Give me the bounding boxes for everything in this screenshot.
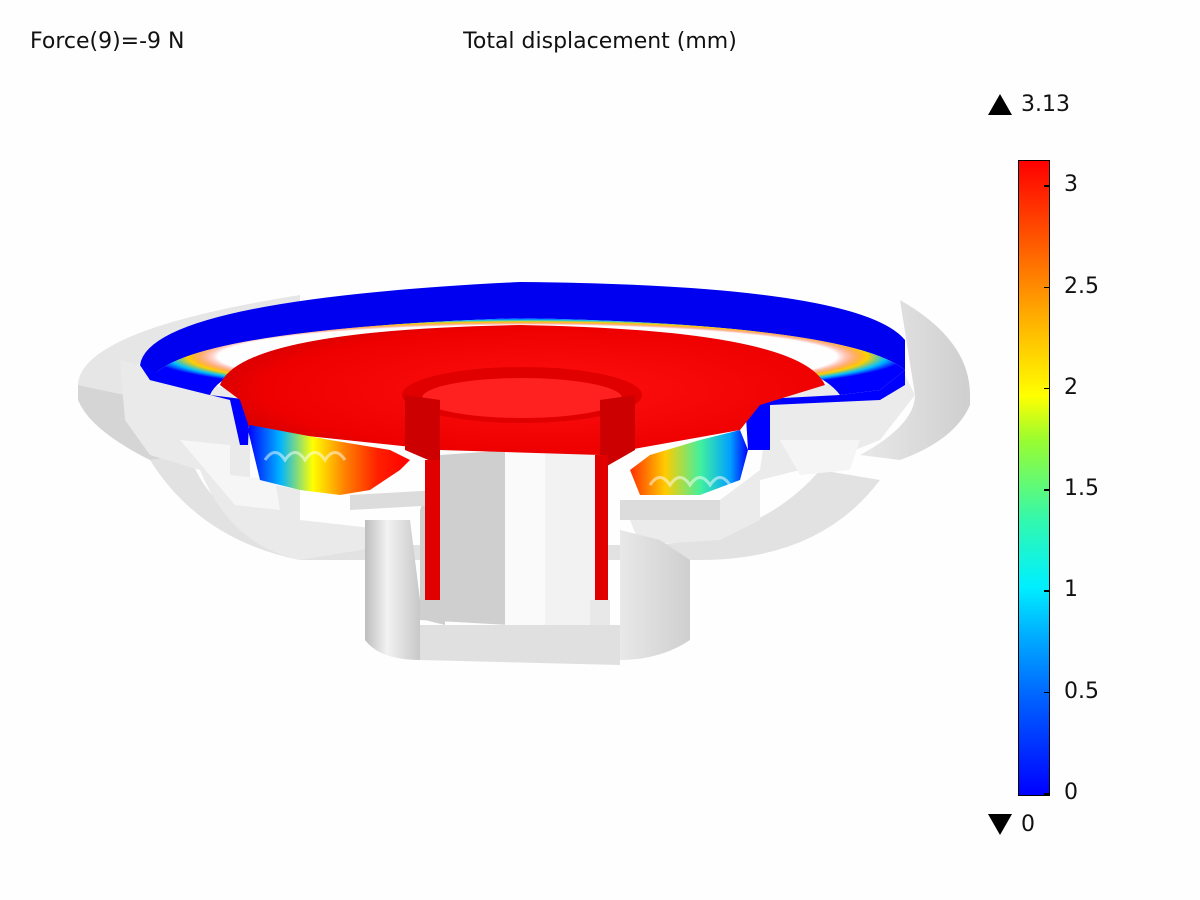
min-triangle-icon	[988, 814, 1012, 835]
colorbar-tick-mark	[1044, 590, 1050, 592]
colorbar-tick-label: 1	[1064, 577, 1078, 603]
min-value: 0	[1021, 812, 1035, 837]
colorbar-tick-label: 2	[1064, 374, 1078, 400]
colorbar-tick-mark	[1044, 387, 1050, 390]
colorbar-tick-mark	[1044, 286, 1050, 289]
max-triangle-icon	[988, 94, 1012, 115]
colorbar-tick-label: 0	[1064, 780, 1078, 805]
colorbar-tick-mark	[1044, 691, 1050, 694]
parameter-label: Force(9)=-9 N	[30, 29, 185, 54]
colorbar-tick-mark	[1044, 793, 1050, 795]
colorbar-tick-label: 2.5	[1064, 273, 1099, 299]
colorbar	[1018, 160, 1050, 796]
colorbar-tick-mark	[1044, 185, 1050, 187]
colorbar-max: 3.13	[988, 92, 1070, 117]
colorbar-min: 0	[988, 812, 1035, 837]
colorbar-tick-label: 1.5	[1064, 476, 1099, 502]
colorbar-tick-mark	[1044, 489, 1050, 491]
max-value: 3.13	[1021, 92, 1070, 117]
colorbar-tick-label: 0.5	[1064, 678, 1099, 704]
plot-title: Total displacement (mm)	[463, 29, 737, 54]
colorbar-tick-label: 3	[1064, 172, 1078, 198]
